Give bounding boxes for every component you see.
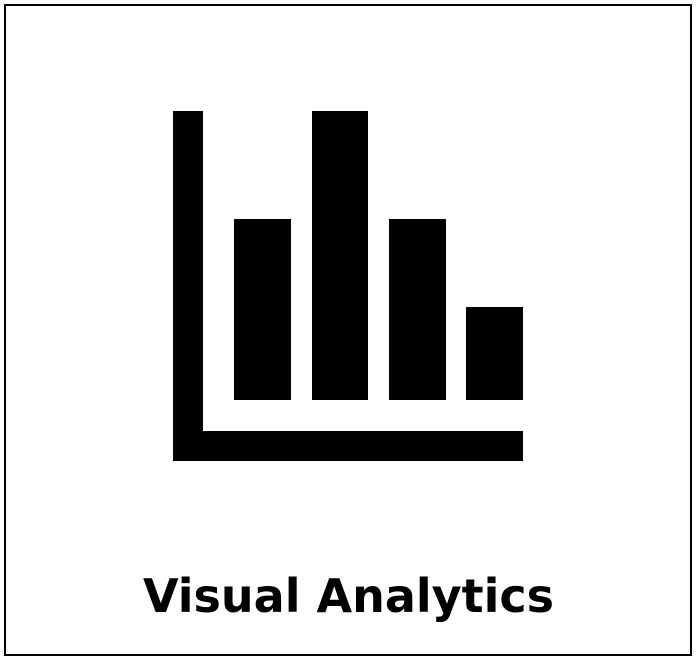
icon-bar-2: [312, 111, 368, 400]
icon-axis-horizontal: [173, 431, 523, 461]
icon-bar-4: [466, 307, 523, 400]
icon-axis-vertical: [173, 111, 203, 461]
icon-bar-1: [234, 219, 291, 400]
card-title: Visual Analytics: [142, 569, 555, 623]
icon-bar-3: [389, 219, 446, 400]
